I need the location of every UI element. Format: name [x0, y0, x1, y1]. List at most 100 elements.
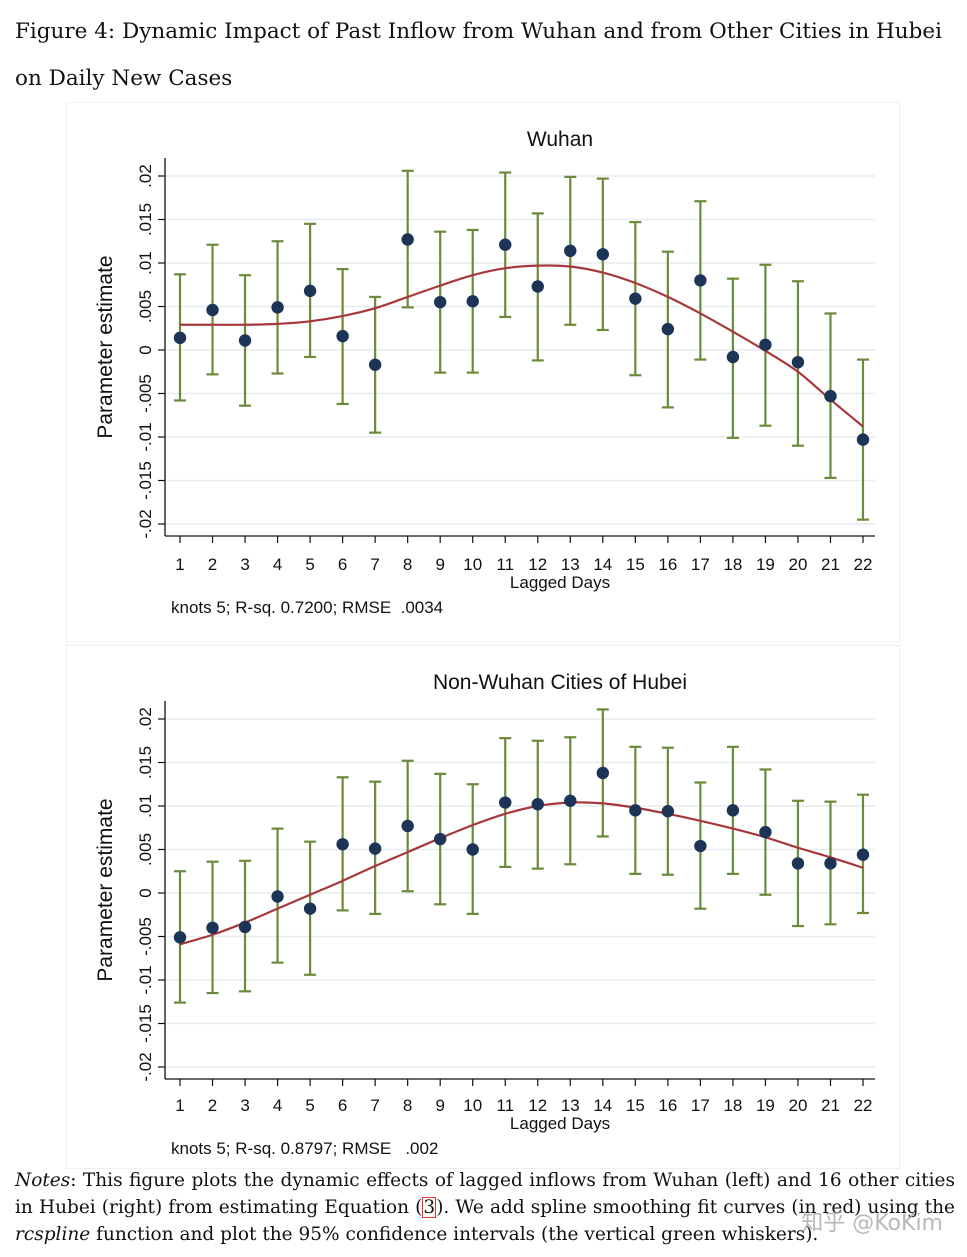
- x-tick-label: 6: [338, 1096, 347, 1115]
- x-tick-label: 16: [658, 555, 677, 574]
- chart-title: Non-Wuhan Cities of Hubei: [433, 671, 687, 694]
- y-tick-label: .02: [136, 164, 155, 188]
- x-tick-label: 9: [435, 1096, 444, 1115]
- x-tick-label: 7: [370, 555, 379, 574]
- estimate-point: [303, 284, 317, 298]
- x-tick-label: 2: [208, 555, 217, 574]
- y-axis-label: Parameter estimate: [94, 798, 117, 981]
- x-tick-label: 8: [403, 1096, 412, 1115]
- estimate-point: [791, 857, 805, 870]
- figure-notes: Notes: This figure plots the dynamic eff…: [15, 1167, 955, 1248]
- gridlines: [166, 175, 875, 525]
- estimate-point: [499, 796, 512, 809]
- estimate-point: [791, 355, 805, 369]
- estimate-point: [206, 303, 219, 317]
- estimate-point: [433, 832, 447, 846]
- x-tick-label: 16: [658, 1096, 677, 1115]
- estimate-point: [336, 329, 349, 343]
- estimate-point: [629, 804, 642, 817]
- chart-title: Wuhan: [527, 128, 593, 151]
- x-tick-label: 21: [821, 1096, 840, 1115]
- x-tick-label: 11: [496, 1096, 514, 1115]
- gridlines: [166, 718, 875, 1068]
- y-tick-label: .02: [136, 707, 155, 731]
- y-tick-label: .005: [136, 290, 155, 323]
- non-wuhan-chart-panel: Non-Wuhan Cities of Hubei -.02 -.015 -.01 -.…: [66, 645, 900, 1169]
- x-tick-label: 8: [403, 555, 412, 574]
- spline-fit-curve: [180, 264, 864, 428]
- y-tick-label: -.005: [136, 374, 155, 413]
- estimate-point: [694, 274, 707, 287]
- x-axis-label: Lagged Days: [510, 1114, 610, 1133]
- x-tick-label: 12: [528, 555, 547, 574]
- estimate-point: [596, 766, 610, 780]
- y-tick-label: 0: [136, 888, 155, 897]
- x-tick-label: 14: [593, 1096, 612, 1115]
- estimate-point: [694, 839, 707, 853]
- y-tick-label: .01: [136, 794, 155, 818]
- y-axis: -.02 -.015 -.01 -.005 0 .005 .01 .015 .02: [136, 158, 166, 539]
- estimate-point: [596, 248, 610, 261]
- x-tick-label: 22: [854, 1096, 873, 1115]
- y-tick-label: -.02: [136, 509, 155, 538]
- x-tick-label: 20: [788, 555, 807, 574]
- estimate-point: [173, 931, 187, 944]
- estimate-point: [531, 798, 544, 811]
- x-tick-label: 13: [561, 1096, 580, 1115]
- estimate-point: [856, 848, 870, 861]
- x-tick-label: 1: [175, 555, 184, 574]
- x-tick-label: 17: [691, 1096, 710, 1115]
- x-tick-label: 4: [273, 1096, 282, 1115]
- estimate-point: [824, 389, 837, 403]
- estimate-point: [206, 921, 219, 934]
- x-tick-label: 18: [723, 1096, 742, 1115]
- estimate-point: [726, 350, 740, 364]
- x-tick-label: 21: [821, 555, 840, 574]
- y-tick-label: -.01: [136, 422, 155, 451]
- estimate-point: [238, 334, 252, 347]
- notes-text-2: ). We add spline smoothing fit curves (i…: [436, 1197, 956, 1218]
- fit-statistics-note: knots 5; R-sq. 0.8797; RMSE .002: [171, 1139, 438, 1158]
- estimate-point: [466, 843, 479, 856]
- y-tick-label: .01: [136, 251, 155, 275]
- y-tick-label: -.015: [136, 461, 155, 500]
- estimate-point: [336, 838, 349, 851]
- equation-reference-link[interactable]: 3: [422, 1197, 437, 1218]
- spline-fit-curve: [179, 801, 864, 946]
- estimate-point: [759, 825, 772, 839]
- y-tick-label: -.005: [136, 917, 155, 956]
- estimate-point: [531, 280, 544, 293]
- estimate-point: [401, 819, 414, 833]
- y-axis: -.02 -.015 -.01 -.005 0 .005 .01 .015 .02: [136, 701, 166, 1082]
- estimate-point: [271, 301, 284, 314]
- fit-statistics-note: knots 5; R-sq. 0.7200; RMSE .0034: [171, 598, 443, 617]
- notes-function-name: rcspline: [15, 1224, 91, 1245]
- x-tick-label: 18: [723, 555, 742, 574]
- estimate-point: [238, 920, 252, 934]
- estimate-point: [271, 890, 284, 903]
- x-axis: 1 2 3 4 5 6 7 8 9 10 11 12 13 14 15 16 17 18 19 20 21 22: [165, 1078, 875, 1115]
- estimate-point: [433, 295, 447, 309]
- y-tick-label: .005: [136, 833, 155, 866]
- y-tick-label: -.01: [136, 965, 155, 994]
- x-tick-label: 9: [435, 555, 444, 574]
- x-tick-label: 10: [463, 1096, 482, 1115]
- x-tick-label: 6: [338, 555, 347, 574]
- estimate-point: [499, 238, 512, 251]
- y-axis-label: Parameter estimate: [94, 255, 117, 438]
- estimate-point: [661, 322, 675, 336]
- x-tick-label: 15: [626, 1096, 645, 1115]
- estimate-point: [856, 433, 870, 446]
- x-tick-label: 7: [370, 1096, 379, 1115]
- estimate-points: [173, 233, 870, 446]
- estimate-point: [368, 842, 382, 855]
- estimate-point: [401, 233, 414, 246]
- x-tick-label: 22: [854, 555, 873, 574]
- x-tick-label: 19: [756, 555, 775, 574]
- x-tick-label: 14: [593, 555, 612, 574]
- x-tick-label: 11: [496, 555, 514, 574]
- x-tick-label: 17: [691, 555, 710, 574]
- x-tick-label: 1: [175, 1096, 184, 1115]
- wuhan-chart: Wuhan -.02 -.015 -.01 -.005 0 .005 .01 .015 .02 Pa…: [94, 128, 875, 617]
- x-tick-label: 3: [240, 555, 249, 574]
